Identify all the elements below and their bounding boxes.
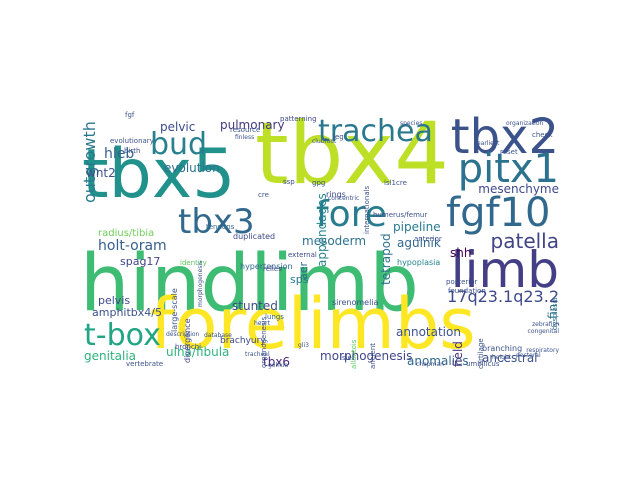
word: tracheal: [245, 351, 270, 358]
word: holt-oram: [98, 238, 167, 254]
word: species: [400, 120, 423, 127]
word: clubfoot: [312, 138, 337, 145]
word: bronchi: [175, 343, 202, 351]
word: ulna/fibula: [166, 345, 230, 359]
word: organization: [506, 120, 544, 127]
word: database: [204, 332, 232, 339]
word: ssp: [283, 178, 295, 186]
word: spag17: [120, 255, 161, 268]
word: t-box: [84, 318, 161, 353]
word: birth: [124, 147, 141, 155]
word: pipeline: [393, 220, 441, 234]
word-cloud: tbx4 hindlimb tbx5 forelimbs limb tbx2 p…: [80, 107, 560, 369]
word: agulnik: [397, 236, 441, 250]
word: shh: [450, 246, 472, 260]
word: bud: [150, 127, 208, 162]
word: chapman: [416, 361, 444, 368]
word: earliest: [477, 140, 500, 147]
word: forelimbs: [150, 283, 476, 365]
word: description: [166, 331, 200, 338]
word: hypoplasia: [397, 258, 441, 267]
word: genitalia: [84, 349, 137, 363]
word: branching: [482, 344, 523, 353]
word: pitx1: [457, 146, 559, 192]
word: sps: [290, 273, 309, 286]
word: radius/tibia: [98, 228, 155, 239]
word: tbx3: [178, 202, 255, 242]
word: stunted: [232, 299, 278, 313]
word: respiratory: [526, 347, 559, 354]
word: anomalies: [407, 354, 469, 368]
word: ancestral: [482, 351, 538, 365]
word: congenital: [527, 328, 559, 335]
word: morphogenesis: [320, 349, 413, 363]
word: identity: [180, 259, 207, 267]
word: check: [532, 131, 553, 139]
word: field: [451, 341, 465, 367]
word: reset: [500, 148, 518, 156]
word: anterior: [414, 235, 442, 243]
word: tbx6: [263, 355, 291, 369]
word: lungs: [265, 313, 284, 321]
word: tbx5: [82, 135, 236, 214]
word: tbx4: [255, 107, 449, 204]
word: umbilicus: [466, 360, 500, 368]
word: islet: [340, 354, 355, 362]
word: heart: [254, 320, 270, 327]
word: external: [288, 251, 317, 259]
word: gli3: [298, 342, 309, 349]
word: divergence: [183, 318, 192, 364]
word: brachyury: [220, 336, 266, 346]
word: appendages: [315, 193, 329, 267]
word: evolution: [164, 161, 220, 175]
word: cre: [258, 191, 269, 199]
word: tendons: [206, 223, 235, 231]
word: large-scale: [170, 288, 179, 332]
word: fgf10: [446, 190, 551, 236]
word: golfkia: [268, 362, 289, 369]
word: vertebrate: [126, 360, 164, 368]
word: height: [492, 354, 512, 361]
word: amphitbx4/5: [92, 306, 162, 319]
word: sirenomelia: [332, 298, 379, 307]
word: mesenchyme: [478, 182, 559, 196]
word: pectoral: [516, 352, 541, 359]
word: rings: [326, 190, 346, 199]
word: posterior: [446, 278, 478, 286]
word: duplicated: [233, 232, 276, 241]
word: 17q23.1q23.2: [447, 287, 559, 306]
word: evolutionary: [110, 137, 154, 145]
word: relies: [263, 265, 282, 273]
word: patella: [490, 229, 559, 253]
word: fgf: [125, 111, 135, 119]
word: annotation: [396, 325, 461, 339]
word: foundation: [448, 287, 486, 295]
word: internationals: [363, 185, 371, 234]
word: patterning: [280, 115, 317, 123]
word: pulmonary: [220, 118, 285, 132]
word: hindlimb: [80, 239, 419, 329]
word: tetrapod: [379, 233, 393, 285]
word: hleb: [104, 146, 135, 162]
word: concentric: [328, 195, 360, 202]
word: fore: [316, 194, 387, 235]
word: gpg: [312, 179, 326, 187]
word: morphogenesis: [197, 260, 204, 307]
word: ancient: [369, 342, 377, 369]
word: leg: [333, 133, 344, 141]
word: tbx2: [450, 109, 559, 165]
word: isl1cre: [384, 179, 407, 187]
word: pelvic: [160, 120, 196, 134]
word: humerus/femur: [373, 211, 428, 219]
word: finless: [235, 134, 255, 141]
word: hypertension: [240, 262, 293, 271]
word: resource: [230, 126, 261, 134]
word: limb: [450, 241, 559, 299]
word: wnt2: [86, 166, 116, 180]
word: mesoderm: [302, 234, 367, 248]
word: outgrowth: [80, 121, 99, 203]
word: zebrafish: [532, 321, 560, 328]
word: trachea: [318, 114, 433, 149]
word: pelvis: [98, 294, 131, 307]
